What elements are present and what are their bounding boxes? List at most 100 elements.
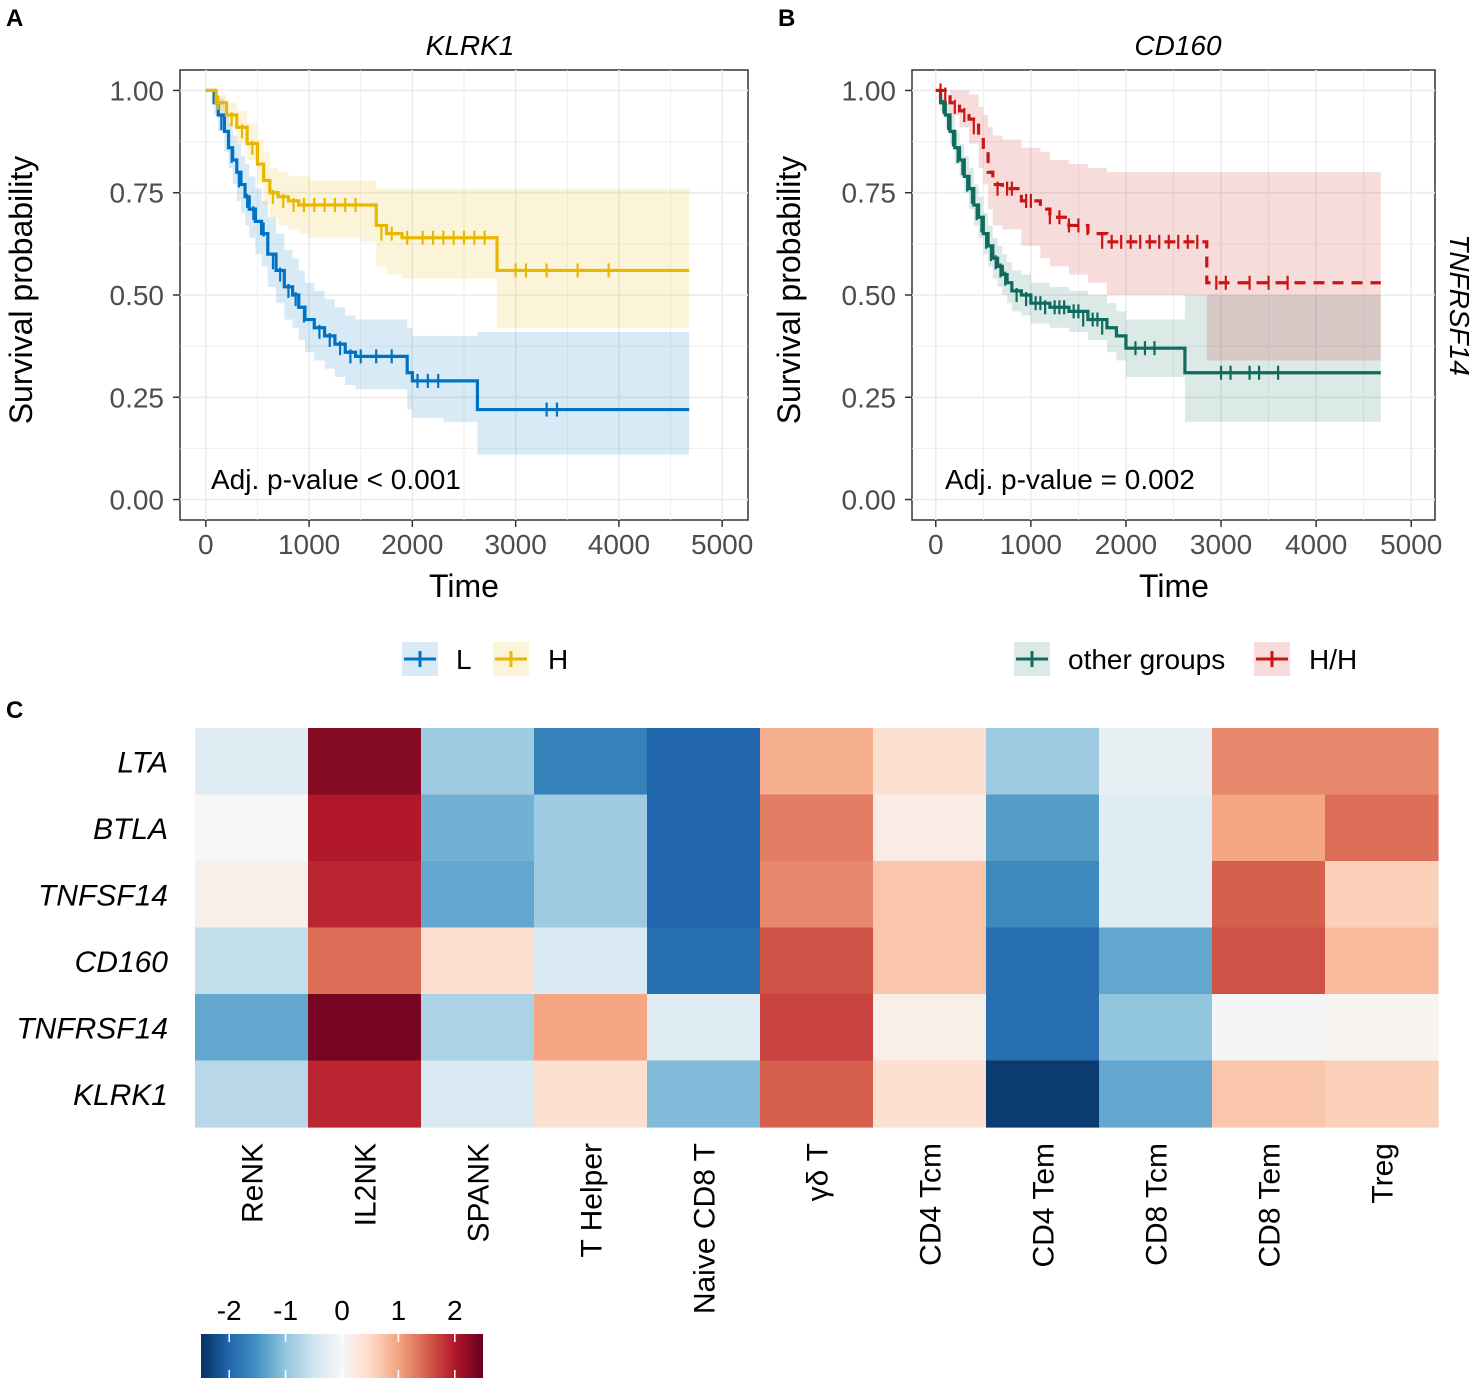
heatmap-cell — [760, 994, 874, 1062]
heatmap-cell — [1099, 994, 1213, 1062]
heatmap-cell — [308, 794, 422, 862]
y-tick-label: 1.00 — [110, 75, 165, 106]
column-label: SPANK — [463, 1143, 496, 1242]
heatmap-cell — [308, 994, 422, 1062]
panel-letter-a: A — [6, 5, 23, 32]
gridlines — [180, 70, 748, 520]
heatmap-cell — [1325, 794, 1439, 862]
survival-curve — [205, 88, 690, 273]
y-axis-title: Survival probability — [771, 156, 807, 425]
row-label: TNFRSF14 — [16, 1012, 168, 1045]
y-axis-title: Survival probability — [3, 156, 39, 425]
confidence-band — [935, 90, 1381, 422]
heatmap-cell — [195, 728, 309, 796]
x-tick-label: 3000 — [1190, 529, 1252, 560]
x-tick-label: 5000 — [691, 529, 753, 560]
heatmap-cell — [1325, 927, 1439, 995]
heatmap-cell — [1099, 1060, 1213, 1128]
heatmap-cell — [308, 927, 422, 995]
panel-letter-b: B — [778, 5, 795, 32]
heatmap-cell — [647, 927, 761, 995]
heatmap-cell — [1325, 728, 1439, 796]
heatmap-cell — [873, 794, 987, 862]
heatmap-cell — [1325, 861, 1439, 929]
heatmap-cell — [534, 861, 648, 929]
facet-strip-label: TNFRSF14 — [1444, 234, 1475, 376]
heatmap-cell — [1325, 1060, 1439, 1128]
p-value-annotation: Adj. p-value < 0.001 — [211, 464, 461, 495]
heatmap-cell — [1099, 927, 1213, 995]
row-label: BTLA — [93, 813, 168, 846]
legend-label-l: L — [456, 644, 472, 675]
x-tick-label: 4000 — [1285, 529, 1347, 560]
panel-letter-c: C — [6, 697, 23, 724]
heatmap: LTA BTLA TNFSF14 CD160 TNFRSF14 KLRK1 ReNK IL2… — [16, 728, 1439, 1314]
x-tick-label: 0 — [928, 529, 944, 560]
heatmap-cell — [760, 927, 874, 995]
heatmap-cell — [534, 794, 648, 862]
heatmap-cell — [534, 1060, 648, 1128]
heatmap-cell — [647, 994, 761, 1062]
column-label: Treg — [1367, 1143, 1400, 1204]
km-plot-klrk1: KLRK1 0 1000 2000 3000 4000 50000.000.250.500… — [3, 30, 753, 676]
y-tick-label: 0.75 — [110, 178, 165, 209]
heatmap-cell — [308, 728, 422, 796]
heatmap-cell — [421, 794, 535, 862]
heatmap-cell — [308, 861, 422, 929]
confidence-bands — [205, 90, 690, 455]
y-tick-label: 0.75 — [842, 178, 897, 209]
heatmap-cell — [986, 794, 1100, 862]
column-label: CD8 Tem — [1254, 1143, 1287, 1267]
legend-label-h: H — [548, 644, 568, 675]
censor-marks — [217, 95, 610, 417]
column-label: T Helper — [576, 1143, 609, 1258]
heatmap-cell — [647, 1060, 761, 1128]
heatmap-cell — [534, 994, 648, 1062]
heatmap-cell — [1212, 861, 1326, 929]
colorbar-tick-label: -2 — [217, 1295, 242, 1326]
survival-curve — [935, 88, 1381, 285]
heatmap-cell — [1325, 994, 1439, 1062]
heatmap-cell — [760, 728, 874, 796]
x-tick-label: 2000 — [1095, 529, 1157, 560]
row-label: TNFSF14 — [38, 879, 168, 912]
y-tick-label: 0.25 — [110, 382, 165, 413]
y-tick-label: 0.50 — [842, 280, 897, 311]
x-tick-label: 4000 — [588, 529, 650, 560]
plot-title: KLRK1 — [426, 30, 515, 61]
heatmap-cell — [421, 728, 535, 796]
y-tick-label: 0.50 — [110, 280, 165, 311]
heatmap-cell — [873, 994, 987, 1062]
heatmap-cell — [647, 861, 761, 929]
plot-title: CD160 — [1134, 30, 1222, 61]
confidence-band — [205, 90, 690, 328]
legend: L H — [402, 642, 568, 676]
heatmap-cell — [873, 1060, 987, 1128]
y-tick-label: 1.00 — [842, 75, 897, 106]
x-tick-label: 2000 — [381, 529, 443, 560]
axis-ticks: 0 1000 2000 3000 4000 5000 0.00 0.25 0.50 0.75 1.0… — [842, 75, 1443, 560]
y-tick-label: 0.00 — [110, 485, 165, 516]
colorbar-tick-label: 0 — [334, 1295, 350, 1326]
heatmap-cell — [1099, 794, 1213, 862]
column-label: CD8 Tcm — [1141, 1143, 1174, 1266]
row-label: KLRK1 — [73, 1079, 168, 1112]
x-tick-label: 1000 — [1000, 529, 1062, 560]
heatmap-cells — [195, 728, 1439, 1128]
colorbar-tick-label: 2 — [447, 1295, 463, 1326]
column-labels: ReNK IL2NK SPANK T Helper Naive CD8 T γδ T CD4… — [237, 1143, 1400, 1314]
colorbar-ticks: -2 -1 0 1 2 — [217, 1295, 463, 1378]
heatmap-cell — [760, 794, 874, 862]
colorbar-tick-label: -1 — [273, 1295, 298, 1326]
x-axis-title: Time — [429, 568, 499, 604]
heatmap-cell — [1099, 728, 1213, 796]
heatmap-cell — [760, 861, 874, 929]
row-labels: LTA BTLA TNFSF14 CD160 TNFRSF14 KLRK1 — [16, 746, 168, 1112]
x-tick-label: 5000 — [1380, 529, 1442, 560]
censor-marks — [939, 83, 1289, 380]
heatmap-cell — [1212, 927, 1326, 995]
heatmap-cell — [873, 728, 987, 796]
heatmap-cell — [195, 994, 309, 1062]
heatmap-cell — [1099, 861, 1213, 929]
confidence-bands — [935, 90, 1381, 422]
